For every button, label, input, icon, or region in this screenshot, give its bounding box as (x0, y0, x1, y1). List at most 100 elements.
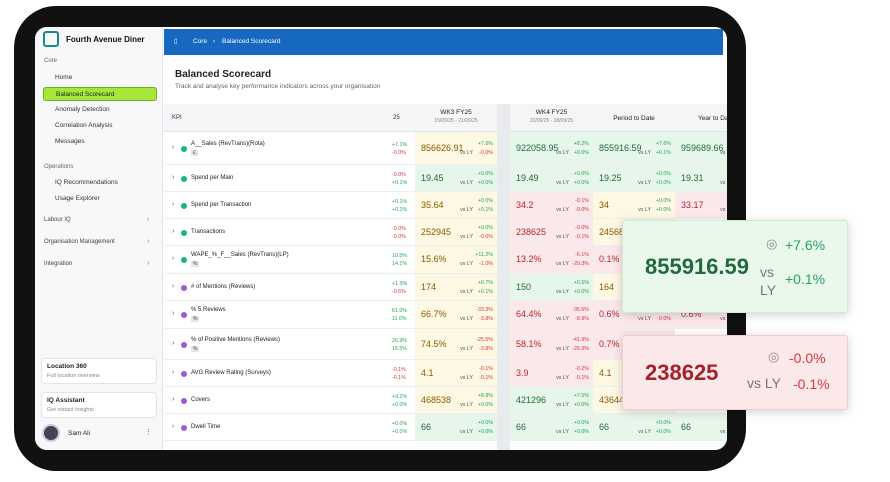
delta: +7.6% (655, 140, 671, 147)
kpi-cell[interactable]: 468538 +8.8% vs LY +0.0% (415, 387, 497, 413)
nav-item[interactable]: Correlation Analysis (55, 122, 113, 129)
category-dot (181, 202, 187, 209)
category-dot (181, 284, 187, 291)
nav-item[interactable]: Anomaly Detection (55, 106, 110, 113)
callout-card: 855916.59 +7.6% ◎ vs LY +0.1% (622, 220, 848, 313)
kpi-cell[interactable]: 66+0.0%vs LY+0.0% (675, 414, 727, 440)
vs-label: vs LY (638, 179, 651, 186)
breadcrumb[interactable]: Core (193, 38, 208, 45)
delta: +0.1% (392, 179, 408, 186)
kpi-cell[interactable]: 19.31+0.0%vs LY+0.0% (675, 165, 727, 191)
nav-group[interactable]: Integration (44, 261, 73, 267)
unit-tag: % (191, 316, 200, 322)
delta: -26.9% (572, 345, 589, 352)
kpi-cell[interactable]: 34.2 -0.1% vs LY -0.0% (510, 192, 593, 218)
kpi-cell[interactable]: 959689.66+8.6%vs LY+0.0% (675, 132, 727, 164)
nav-group[interactable]: Organisation Management (44, 239, 115, 245)
kpi-value: 13.2% (516, 254, 542, 264)
kpi-name: % 5 Reviews (191, 307, 226, 313)
expand[interactable]: › (172, 255, 175, 262)
kpi-cell[interactable]: 252945 +0.0% vs LY -0.0% (415, 219, 497, 245)
delta: +0.0% (477, 428, 493, 435)
sidebar-toggle[interactable]: ▯ (174, 38, 178, 45)
nav-group[interactable]: Labour IQ (44, 217, 71, 223)
expand[interactable]: › (172, 422, 175, 430)
kpi-value: 0.6% (599, 309, 620, 319)
expand[interactable]: › (172, 395, 175, 403)
expand[interactable]: › (172, 339, 175, 347)
expand[interactable]: › (172, 173, 175, 181)
kpi-value: 855916.59 (599, 142, 642, 153)
delta: -0.2% (575, 365, 589, 372)
delta: -3.8% (479, 345, 493, 352)
kpi-cell[interactable]: 19.45 +0.0% vs LY +0.0% (415, 165, 497, 191)
kpi-cell[interactable]: 66+0.0%vs LY+0.0% (593, 414, 675, 440)
row-divider (164, 300, 727, 301)
vs-label: vs LY (720, 149, 727, 156)
kpi-cell[interactable]: 19.49 +0.0% vs LY +0.0% (510, 165, 593, 191)
kpi-cell[interactable]: 66+0.0%vs LY+0.0% (415, 414, 497, 440)
vs-label: vs LY (460, 428, 473, 435)
kpi-value: 252945 (421, 226, 452, 237)
expand[interactable]: › (172, 143, 175, 151)
delta: -0.1% (479, 374, 493, 381)
kpi-cell[interactable]: 74.5% -25.5% vs LY -3.8% (415, 329, 497, 359)
vs-label: vs LY (460, 179, 473, 186)
delta: -0.0% (392, 149, 406, 156)
kpi-cell[interactable]: 33.17-0.1%vs LY-0.0% (675, 192, 727, 218)
expand[interactable]: › (172, 368, 175, 376)
callout-icon: ◎ (768, 349, 780, 364)
nav-item[interactable]: Usage Explorer (55, 195, 100, 202)
kpi-value: 66 (516, 421, 527, 432)
kpi-value: 4.1 (599, 367, 612, 378)
kpi-cell[interactable]: 856626.91 +7.6% vs LY -0.0% (415, 132, 497, 164)
sidebar-card[interactable]: IQ Assistant Get instant insights (41, 392, 157, 418)
page-subtitle: Track and analyse key performance indica… (175, 83, 381, 90)
callout-value: 855916.59 (645, 253, 749, 279)
kpi-cell[interactable]: 922058.95 +8.2% vs LY +0.0% (510, 132, 593, 164)
kpi-cell[interactable]: 19.25 +0.0% vs LY +0.0% (593, 165, 675, 191)
kpi-cell[interactable]: 421296 +7.5% vs LY +0.0% (510, 387, 593, 413)
card-title: Location 360 (47, 363, 87, 370)
delta: +1.3% (392, 280, 408, 287)
kpi-cell[interactable]: 34 +0.0% vs LY +0.0% (593, 192, 675, 218)
kpi-name: Covers (191, 396, 211, 403)
nav-item[interactable]: Messages (55, 138, 85, 145)
kpi-cell[interactable]: 150 +0.5% vs LY +0.0% (510, 274, 593, 300)
kpi-cell[interactable]: 174 +0.7% vs LY +0.1% (415, 274, 497, 300)
kpi-cell[interactable]: 855916.59 +7.6% vs LY +0.1% (593, 132, 675, 164)
expand[interactable]: › (172, 227, 175, 235)
nav-item[interactable]: Home (55, 74, 73, 81)
kpi-cell[interactable]: 35.64 +0.0% vs LY +0.1% (415, 192, 497, 218)
kpi-cell[interactable]: 66+0.0%vs LY+0.0% (510, 414, 593, 440)
vs-label: vs LY (556, 233, 569, 240)
delta: -0.0% (479, 149, 493, 156)
expand[interactable]: › (172, 282, 175, 290)
vs-label: vs LY (460, 206, 473, 213)
nav-item[interactable]: Balanced Scorecard (43, 87, 157, 101)
kpi-cell[interactable]: 64.4% -35.6% vs LY -8.9% (510, 301, 593, 328)
kpi-cell[interactable]: 238625 -0.0% vs LY -0.1% (510, 219, 593, 245)
nav-item[interactable]: IQ Recommendations (55, 179, 118, 186)
callout-card: 238625 -0.0% ◎ vs LY -0.1% (622, 335, 848, 410)
kpi-value: 4.1 (421, 367, 434, 378)
delta: +0.0% (573, 428, 589, 435)
unit-tag: % (191, 345, 200, 352)
delta: -0.0% (575, 206, 589, 213)
kpi-cell[interactable]: 3.9 -0.2% vs LY -0.1% (510, 360, 593, 386)
kpi-cell[interactable]: 15.6% +11.2% vs LY -1.0% (415, 246, 497, 273)
header: WK3 FY25 (440, 109, 472, 116)
sidebar-card[interactable]: Location 360 Full location overview (41, 358, 157, 384)
delta: +0.0% (573, 179, 589, 186)
expand[interactable]: › (172, 310, 175, 317)
kpi-cell[interactable]: 66.7% -33.3% vs LY -3.8% (415, 301, 497, 328)
kpi-cell[interactable]: 13.2% -6.1% vs LY -20.3% (510, 246, 593, 273)
vs-label: vs LY (556, 374, 569, 381)
delta: -0.0% (392, 233, 406, 240)
kpi-cell[interactable]: 4.1 -0.1% vs LY -0.1% (415, 360, 497, 386)
kpi-cell[interactable]: 58.1% -41.9% vs LY -26.9% (510, 329, 593, 359)
menu[interactable]: ⋮ (145, 429, 152, 436)
callout-delta: +7.6% (785, 237, 826, 253)
user-name[interactable]: Sam Ali (68, 430, 91, 437)
expand[interactable]: › (172, 200, 175, 208)
